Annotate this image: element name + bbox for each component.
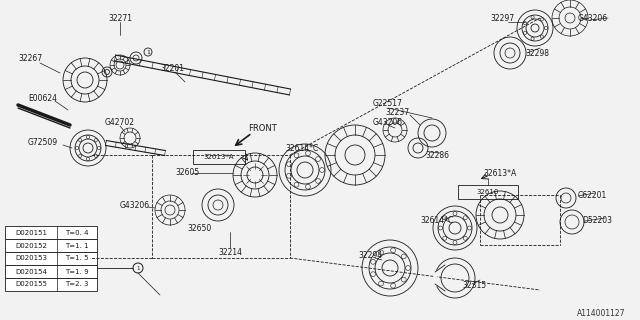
Text: 1: 1 <box>146 50 150 54</box>
Text: 32605: 32605 <box>175 167 199 177</box>
Text: 32298: 32298 <box>525 49 549 58</box>
Text: T=0. 4: T=0. 4 <box>65 229 89 236</box>
Text: T=1. 9: T=1. 9 <box>65 268 89 275</box>
Text: 32613*A: 32613*A <box>204 154 234 160</box>
Text: 32201: 32201 <box>160 63 184 73</box>
Text: 32294: 32294 <box>358 251 382 260</box>
Bar <box>458 185 518 199</box>
Text: G43206: G43206 <box>578 13 608 22</box>
Text: A114001127: A114001127 <box>577 308 625 317</box>
Text: D020154: D020154 <box>15 268 47 275</box>
Bar <box>5 265 97 278</box>
Text: FRONT: FRONT <box>248 124 276 132</box>
Text: D020155: D020155 <box>15 282 47 287</box>
Text: G43206: G43206 <box>373 117 403 126</box>
Text: 32214: 32214 <box>218 247 242 257</box>
Bar <box>5 278 97 291</box>
Text: 32315: 32315 <box>462 282 486 291</box>
Bar <box>5 252 97 265</box>
Text: D52203: D52203 <box>582 215 612 225</box>
Text: 32650: 32650 <box>188 223 212 233</box>
Text: C62201: C62201 <box>578 190 607 199</box>
Text: T=1. 1: T=1. 1 <box>65 243 89 249</box>
Text: 1: 1 <box>136 266 140 270</box>
Text: 32613*A: 32613*A <box>483 169 516 178</box>
Bar <box>5 239 97 252</box>
Text: 32237: 32237 <box>385 108 409 116</box>
Text: 32271: 32271 <box>108 13 132 22</box>
Text: D020152: D020152 <box>15 243 47 249</box>
Text: 32297: 32297 <box>490 13 514 22</box>
Bar <box>5 226 97 239</box>
Text: G43206: G43206 <box>120 201 150 210</box>
Text: 32610: 32610 <box>477 189 499 195</box>
Text: 32267: 32267 <box>18 53 42 62</box>
Text: E00624: E00624 <box>28 93 57 102</box>
Text: 32286: 32286 <box>425 150 449 159</box>
Bar <box>193 150 245 164</box>
Text: 32614*C: 32614*C <box>420 215 453 225</box>
Text: 32614*C: 32614*C <box>285 143 318 153</box>
Text: T=2. 3: T=2. 3 <box>65 282 89 287</box>
Text: T=1. 5: T=1. 5 <box>65 255 89 261</box>
Text: D020151: D020151 <box>15 229 47 236</box>
Text: G22517: G22517 <box>373 99 403 108</box>
Text: G72509: G72509 <box>28 138 58 147</box>
Text: D020153: D020153 <box>15 255 47 261</box>
Text: G42702: G42702 <box>105 117 135 126</box>
